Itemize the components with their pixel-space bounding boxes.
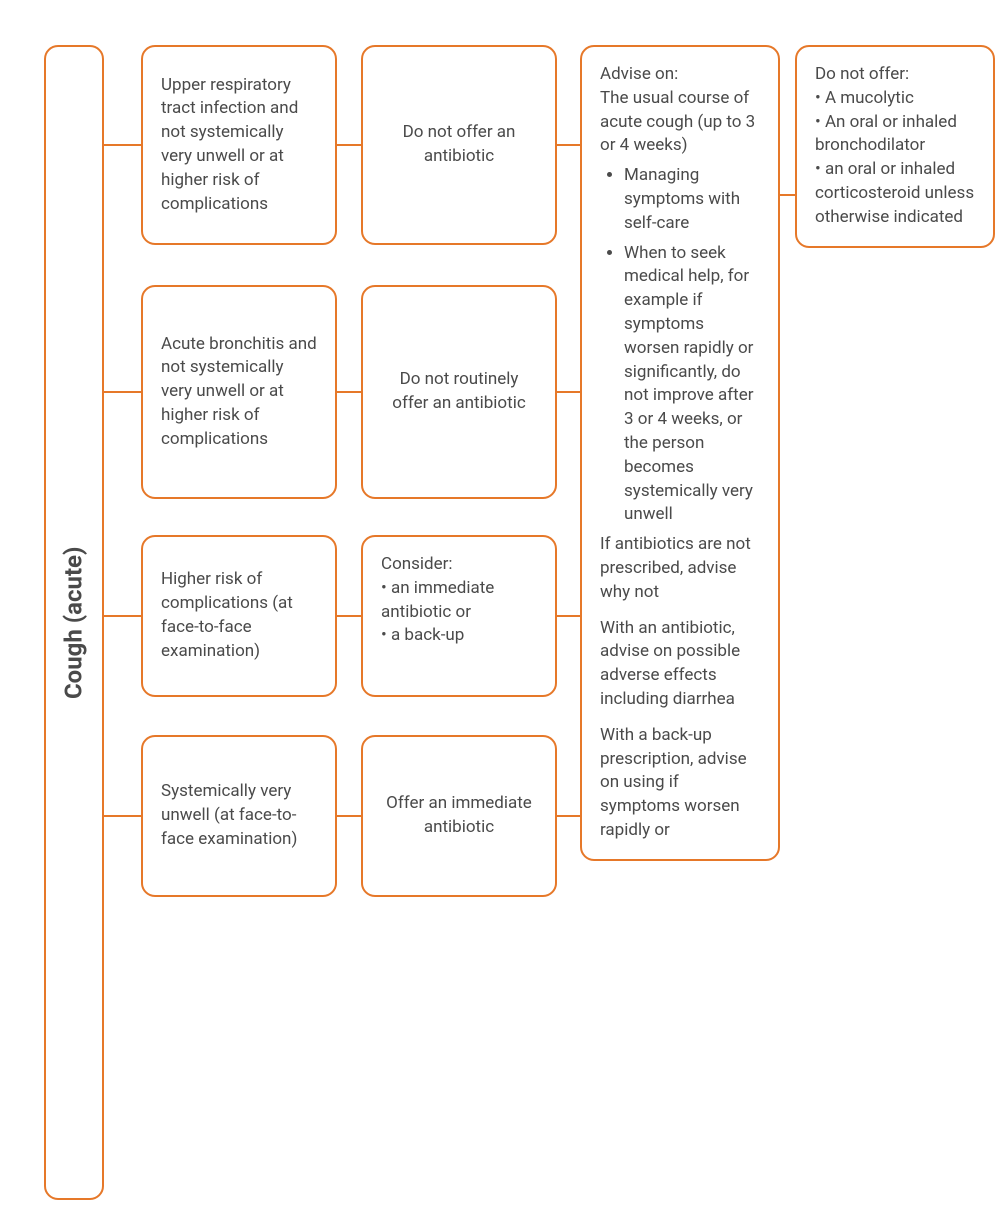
- action-intro: Consider:: [381, 553, 537, 577]
- connector: [337, 815, 361, 817]
- advise-bullet: Managing symptoms with self-care: [624, 164, 760, 235]
- connector: [557, 815, 580, 817]
- connector: [104, 144, 141, 146]
- condition-text: Systemically very unwell (at face-to-fac…: [161, 780, 317, 851]
- condition-node-3: Higher risk of complications (at face-to…: [141, 535, 337, 697]
- connector: [104, 615, 141, 617]
- connector: [337, 144, 361, 146]
- advise-intro: Advise on:: [600, 63, 760, 87]
- action-node-1: Do not offer an antibiotic: [361, 45, 557, 245]
- connector: [337, 391, 361, 393]
- action-node-4: Offer an immediate antibiotic: [361, 735, 557, 897]
- advise-para: With an antibiotic, advise on possible a…: [600, 617, 760, 712]
- do-not-offer-node: Do not offer: • A mucolytic • An oral or…: [795, 45, 995, 248]
- condition-node-4: Systemically very unwell (at face-to-fac…: [141, 735, 337, 897]
- connector: [104, 391, 141, 393]
- action-node-3: Consider: • an immediate antibiotic or •…: [361, 535, 557, 697]
- do-not-offer-item: • an oral or inhaled corticosteroid unle…: [815, 158, 975, 229]
- action-node-2: Do not routinely offer an antibiotic: [361, 285, 557, 499]
- connector: [557, 615, 580, 617]
- connector: [780, 194, 795, 196]
- advise-para: With a back-up prescription, advise on u…: [600, 724, 760, 843]
- advise-course: The usual course of acute cough (up to 3…: [600, 87, 760, 158]
- connector: [557, 144, 580, 146]
- action-item: • a back-up: [381, 624, 537, 648]
- connector: [104, 815, 141, 817]
- condition-text: Acute bronchitis and not systemically ve…: [161, 333, 317, 452]
- connector: [557, 391, 580, 393]
- condition-text: Higher risk of complications (at face-to…: [161, 568, 317, 663]
- action-text: Do not offer an antibiotic: [381, 121, 537, 169]
- connector: [337, 615, 361, 617]
- advise-bullet: When to seek medical help, for example i…: [624, 242, 760, 528]
- root-node: Cough (acute): [44, 45, 104, 1200]
- advise-node: Advise on: The usual course of acute cou…: [580, 45, 780, 861]
- action-item: • an immediate antibiotic or: [381, 577, 537, 625]
- advise-para: If antibiotics are not prescribed, advis…: [600, 533, 760, 604]
- root-label: Cough (acute): [57, 546, 91, 699]
- condition-node-1: Upper respiratory tract infection and no…: [141, 45, 337, 245]
- do-not-offer-item: • A mucolytic: [815, 87, 975, 111]
- do-not-offer-item: • An oral or inhaled bronchodilator: [815, 111, 975, 159]
- action-text: Offer an immediate antibiotic: [381, 792, 537, 840]
- condition-text: Upper respiratory tract infection and no…: [161, 74, 317, 217]
- action-text: Do not routinely offer an antibiotic: [381, 368, 537, 416]
- do-not-offer-intro: Do not offer:: [815, 63, 975, 87]
- flowchart: Cough (acute) Upper respiratory tract in…: [20, 20, 980, 1198]
- condition-node-2: Acute bronchitis and not systemically ve…: [141, 285, 337, 499]
- advise-bullet-list: Managing symptoms with self-care When to…: [600, 164, 760, 527]
